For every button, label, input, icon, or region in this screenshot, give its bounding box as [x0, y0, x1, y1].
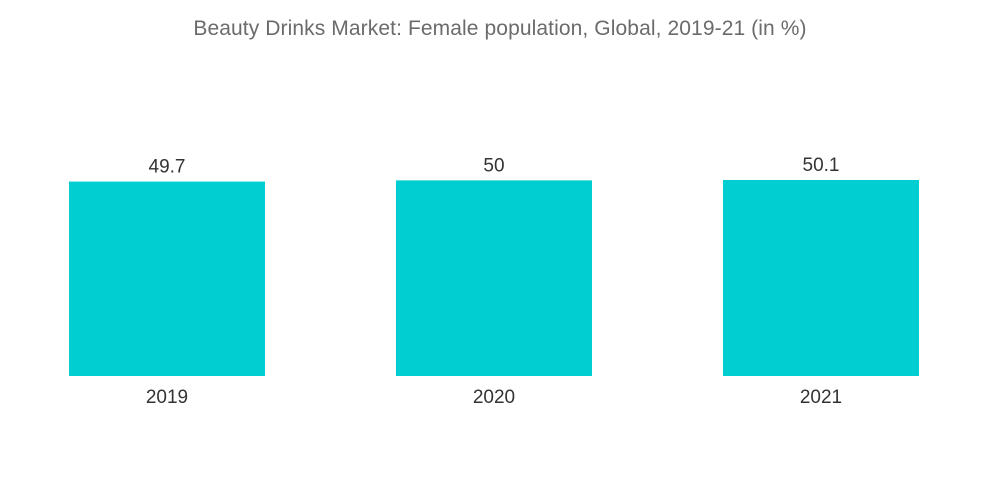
chart-title: Beauty Drinks Market: Female population,…: [193, 17, 807, 40]
bar-2019: [69, 181, 265, 376]
data-label-2021: 50.1: [803, 155, 840, 176]
x-tick-label-2020: 2020: [473, 387, 515, 408]
data-label-2019: 49.7: [149, 157, 186, 178]
x-tick-label-2019: 2019: [146, 387, 188, 408]
data-label-2020: 50: [483, 155, 504, 176]
bar-2020: [396, 180, 592, 376]
x-tick-label-2021: 2021: [800, 387, 842, 408]
bar-2021: [723, 180, 919, 376]
